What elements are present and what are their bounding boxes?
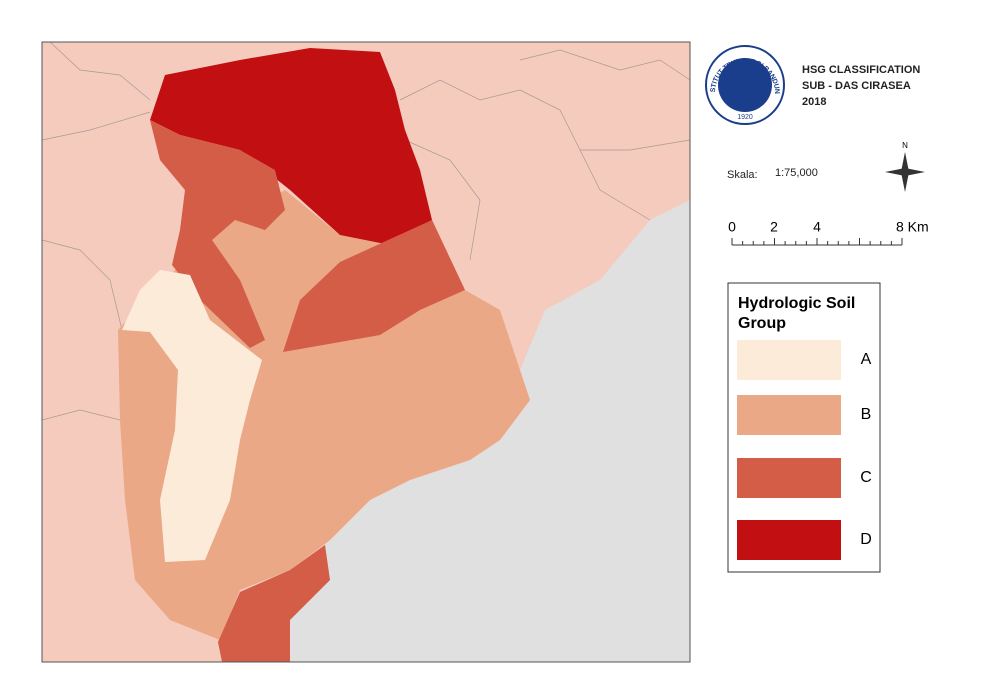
soil-zone bbox=[150, 48, 432, 245]
legend-title: Group bbox=[738, 315, 786, 332]
scale-tick-label: 4 bbox=[813, 219, 821, 235]
boundary bbox=[519, 49, 691, 81]
legend-swatch bbox=[737, 458, 841, 498]
legend-label: A bbox=[861, 351, 872, 368]
scale-tick-label: 8 Km bbox=[896, 219, 929, 235]
soil-zone bbox=[150, 120, 285, 348]
legend-swatch bbox=[737, 395, 841, 435]
legend-label: C bbox=[860, 469, 872, 486]
soil-zone bbox=[283, 220, 465, 352]
scale-ratio: 1:75,000 bbox=[775, 167, 818, 179]
east-west-needle bbox=[885, 168, 925, 176]
legend-label: B bbox=[861, 406, 872, 423]
scale-tick-label: 2 bbox=[770, 219, 778, 235]
scale-label: Skala: bbox=[727, 169, 758, 181]
boundary bbox=[404, 139, 481, 261]
outside-area bbox=[290, 200, 690, 662]
title-line: SUB - DAS CIRASEA bbox=[802, 80, 911, 92]
boundary bbox=[580, 139, 691, 151]
boundary bbox=[41, 409, 121, 421]
boundary bbox=[49, 41, 151, 101]
north-arrow: N bbox=[885, 141, 925, 192]
title-line: HSG CLASSIFICATION bbox=[802, 64, 920, 76]
legend-label: D bbox=[860, 531, 872, 548]
map-border bbox=[41, 41, 691, 663]
map-frame bbox=[41, 41, 691, 663]
legend: Hydrologic Soil Group A B C D bbox=[727, 282, 881, 573]
legend-swatch bbox=[737, 340, 841, 380]
scale-tick-label: 0 bbox=[728, 219, 736, 235]
soil-zone bbox=[122, 270, 262, 562]
boundary bbox=[41, 239, 123, 331]
boundary bbox=[41, 111, 151, 141]
title-line: 2018 bbox=[802, 96, 826, 108]
north-label: N bbox=[902, 141, 908, 150]
boundary bbox=[399, 79, 651, 221]
logo-year: 1920 bbox=[737, 114, 753, 121]
legend-title: Hydrologic Soil bbox=[738, 295, 855, 312]
scale-bar bbox=[731, 238, 903, 246]
legend-swatch bbox=[737, 520, 841, 560]
soil-zone bbox=[218, 545, 330, 662]
logo-center bbox=[718, 58, 772, 112]
